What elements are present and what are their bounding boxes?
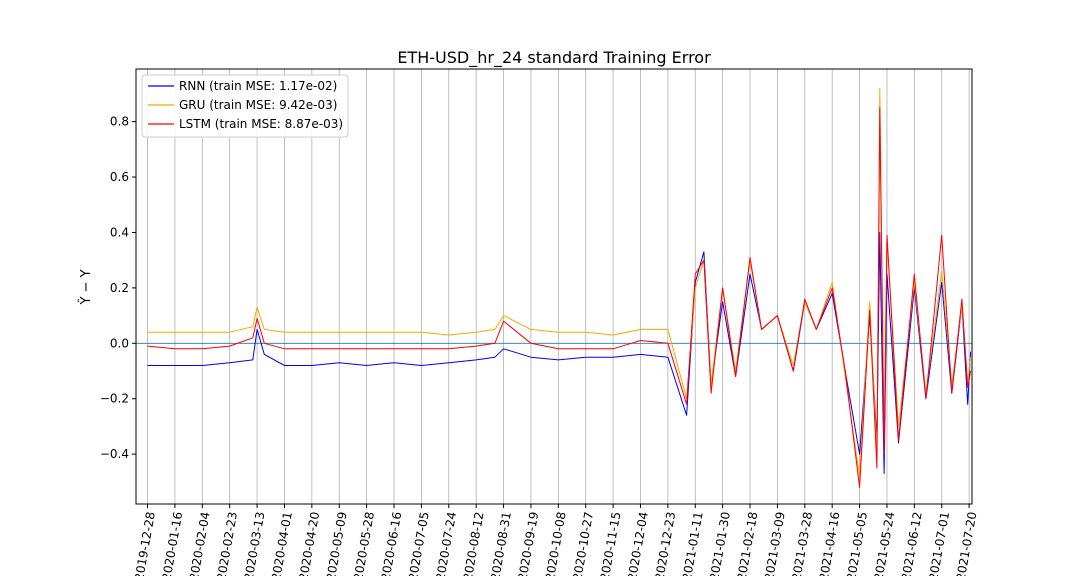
- y-axis: −0.4 −0.2 0.0 0.2 0.4 0.6 0.8: [100, 115, 136, 461]
- y-tick-label: 0.4: [110, 225, 129, 239]
- y-tick-label: 0.0: [110, 336, 129, 350]
- y-tick-label: −0.2: [100, 392, 129, 406]
- y-tick-label: 0.8: [110, 115, 129, 129]
- plot-frame: [135, 68, 973, 505]
- series-group: [147, 87, 972, 488]
- legend-entry: GRU (train MSE: 9.42e-03): [179, 98, 337, 112]
- y-axis-label: Ŷ − Y: [78, 269, 94, 305]
- chart-title: ETH-USD_hr_24 standard Training Error: [397, 48, 711, 68]
- x-grid: [147, 69, 970, 504]
- legend: RNN (train MSE: 1.17e-02) GRU (train MSE:…: [141, 74, 349, 138]
- legend-box: [141, 74, 349, 138]
- legend-entry: LSTM (train MSE: 8.87e-03): [179, 117, 343, 131]
- y-tick-label: −0.4: [100, 447, 129, 461]
- y-tick-label: 0.2: [110, 281, 129, 295]
- series-line-lstm: [147, 107, 972, 488]
- legend-entry: RNN (train MSE: 1.17e-02): [179, 79, 337, 93]
- y-tick-label: 0.6: [110, 170, 129, 184]
